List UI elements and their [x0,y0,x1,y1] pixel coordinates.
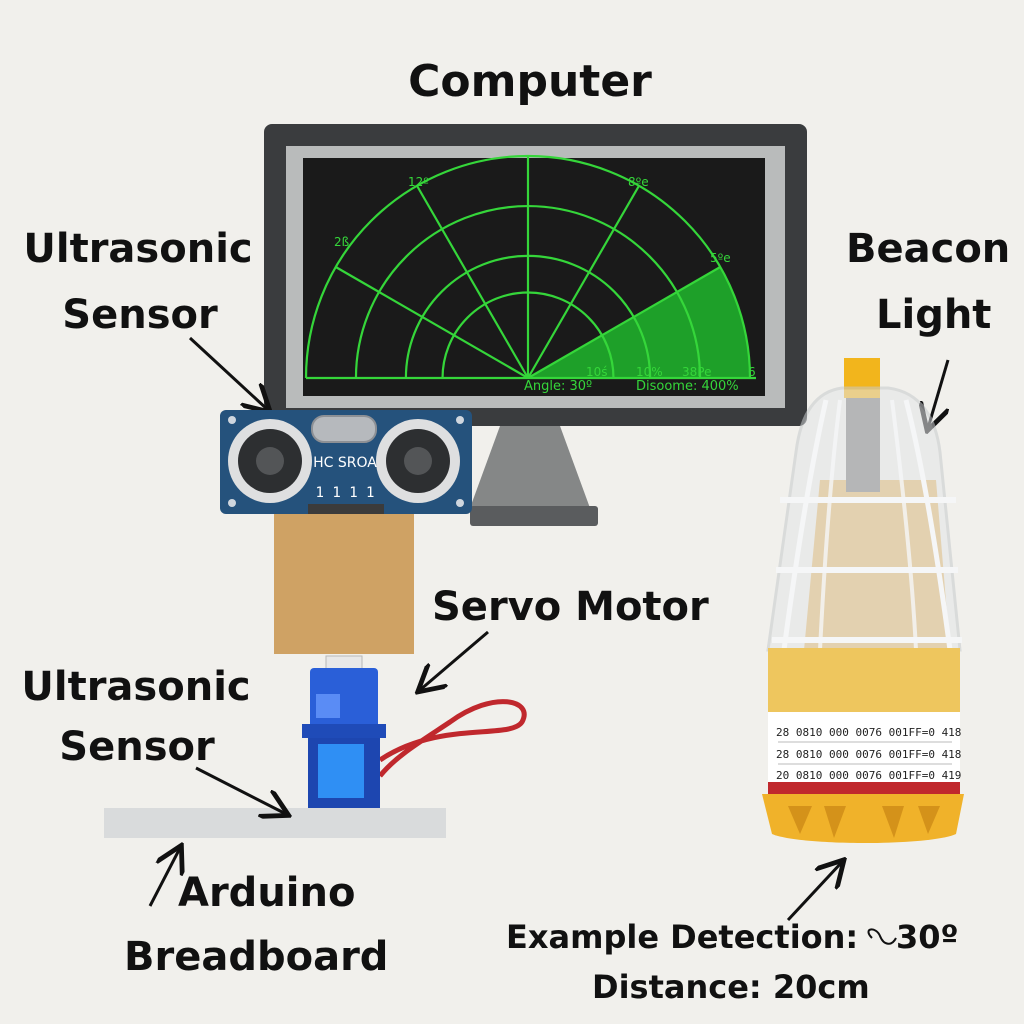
squiggle-icon [867,928,897,945]
beacon-label-band [768,712,960,784]
radar-spoke [335,266,529,379]
radar-ring-label: 6 [748,365,756,379]
mount-hole [228,499,236,507]
radar-spoke [416,185,529,379]
base-notch [882,806,904,838]
example-detection-label: Example Detection: [506,918,858,956]
mount-hole [456,499,464,507]
sensor-model-text: HC SROA [313,455,377,471]
cage-bar [818,399,842,651]
sensor-header [308,504,384,516]
radar-angle-label: 5ºe [710,251,731,265]
radar-display [304,154,756,380]
arduino-label-line1: Arduino [178,870,355,916]
beacon-light: 28 0810 000 0076 001FF=0 418 28 0810 000… [762,358,964,843]
radar-angle-label: 8ºe [628,175,649,189]
base-notch [918,806,940,834]
radar-angle-label: 12º [408,175,429,189]
cardboard-bracket [274,514,414,654]
servo-wire [378,699,527,778]
sensor-pins-text: 1 1 1 1 [315,485,374,501]
arrow-to-beacon-base [786,862,842,922]
beacon-base [762,794,964,843]
mount-hole [456,416,464,424]
computer-label: Computer [408,56,652,107]
servo-motor-label: Servo Motor [432,584,709,630]
cage-bar [781,399,829,651]
monitor-stand-neck [470,426,590,508]
example-angle-value: 30º [896,918,959,956]
beacon-label-line2: Light [876,292,991,338]
base-notch [824,806,846,838]
arrow-to-ultrasonic-sensor [188,336,268,410]
beacon-red-band [768,782,960,796]
transducer-right-center [404,447,432,475]
radar-angle-readout: Angle: 30º [524,379,592,394]
radar-ring-label: 38Pe [682,365,711,379]
arrow-to-servo [420,630,489,690]
servo-tab [302,724,386,738]
radar-sweep-wedge [528,267,750,378]
arduino-label-line2: Breadboard [124,934,388,980]
servo-label-panel [318,744,364,798]
beacon-upper-band [768,648,960,714]
mount-hole [228,416,236,424]
servo-top [310,668,378,738]
cage-bar [890,399,918,651]
ultrasonic-sensor-label-top-line2: Sensor [62,292,218,338]
beacon-label-line1: Beacon [846,226,1010,272]
ultrasonic-sensor-label-bottom-line2: Sensor [59,724,215,770]
ultrasonic-sensor-label-top-line1: Ultrasonic [23,226,252,272]
beacon-label-line: 28 0810 000 0076 001FF=0 418 [776,748,961,761]
example-distance: Distance: 20cm [592,968,870,1006]
crystal-oscillator [311,415,377,443]
beacon-label-line: 20 0810 000 0076 001FF=0 419 [776,769,961,782]
radar-ring-label: 10% [636,365,663,379]
base-notch [788,806,812,834]
monitor-stand-base [470,506,598,526]
radar-ring-label: 10ś [586,365,608,379]
servo-motor [302,655,527,810]
radar-angle-label: 2ß [334,235,350,249]
ultrasonic-sensor-label-bottom-line1: Ultrasonic [21,664,250,710]
transducer-left-center [256,447,284,475]
radar-spoke [527,185,640,379]
ultrasonic-sensor: HC SROA 1 1 1 1 [220,410,472,516]
arrow-to-breadboard-top [195,766,286,814]
beacon-label-line: 28 0810 000 0076 001FF=0 418 [776,726,961,739]
arrow-to-breadboard-bottom [148,848,180,907]
radar-spoke [527,266,721,379]
cage-bar [903,399,953,651]
radar-distance-readout: Disoome: 400% [636,379,739,394]
servo-highlight [316,694,340,718]
arduino-breadboard [104,808,446,838]
